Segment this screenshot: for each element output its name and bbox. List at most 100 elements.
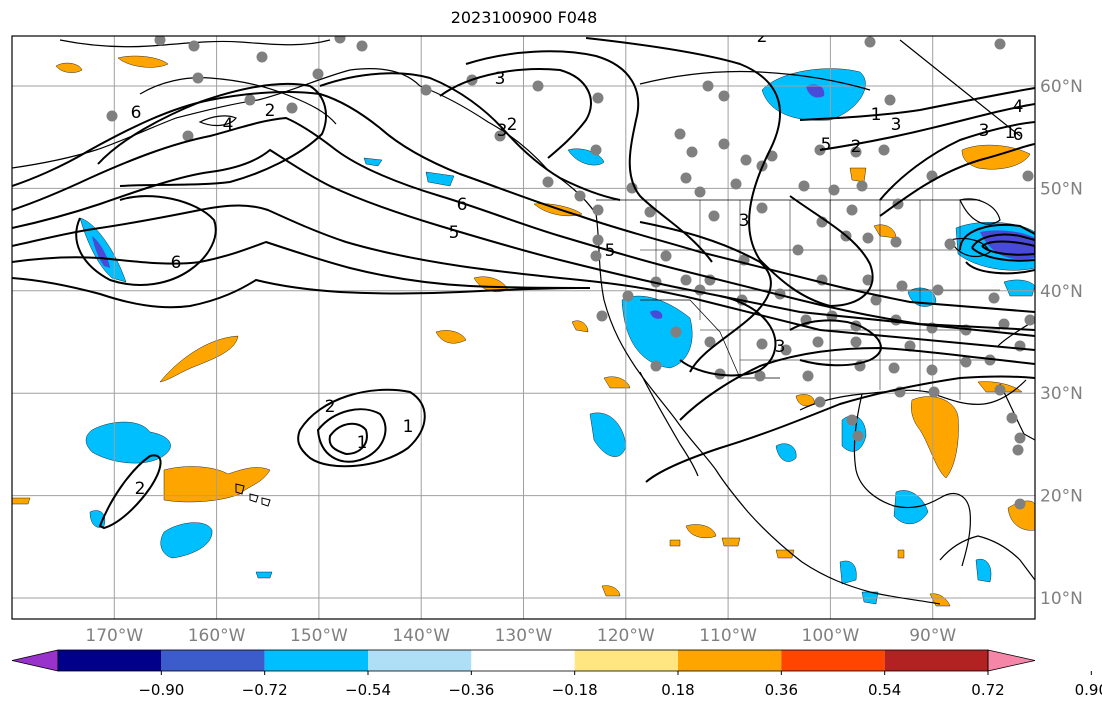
station-dot bbox=[650, 360, 662, 372]
negative-anomaly-area bbox=[621, 295, 693, 369]
positive-anomaly-area bbox=[435, 330, 467, 344]
station-dot bbox=[674, 128, 686, 140]
station-dot bbox=[286, 102, 298, 114]
colorbar-tick-label: −0.18 bbox=[552, 681, 598, 699]
station-dot bbox=[846, 204, 858, 216]
colorbar-segment bbox=[471, 650, 575, 671]
station-dot bbox=[622, 290, 634, 302]
positive-anomaly-area bbox=[571, 320, 589, 333]
negative-anomaly-area bbox=[975, 558, 992, 583]
contour-label: 3 bbox=[739, 211, 750, 231]
station-dot bbox=[356, 40, 368, 52]
station-dot bbox=[754, 370, 766, 382]
strong-negative-anomaly-area bbox=[980, 230, 1035, 260]
colorbar-tick-label: −0.36 bbox=[448, 681, 494, 699]
colorbar-tick-label: 0.90 bbox=[1075, 681, 1102, 699]
positive-anomaly-area bbox=[159, 335, 239, 383]
station-dot bbox=[188, 40, 200, 52]
station-dot bbox=[244, 94, 256, 106]
contour-label: 2 bbox=[507, 115, 518, 135]
negative-anomaly-area bbox=[839, 560, 857, 585]
contour-label: 4 bbox=[1013, 97, 1024, 117]
station-dot bbox=[592, 92, 604, 104]
longitude-label: 160°W bbox=[188, 626, 246, 646]
positive-anomaly-area bbox=[721, 537, 741, 547]
positive-anomaly-area bbox=[849, 167, 867, 183]
negative-anomaly-area bbox=[425, 171, 455, 187]
station-dot bbox=[862, 232, 874, 244]
station-dot bbox=[1024, 314, 1035, 326]
station-dot bbox=[890, 236, 902, 248]
station-dot bbox=[960, 356, 972, 368]
station-dot bbox=[926, 364, 938, 376]
contour-label: 3 bbox=[495, 69, 506, 89]
latitude-label: 20°N bbox=[1040, 487, 1083, 507]
station-dot bbox=[740, 154, 752, 166]
longitude-label: 170°W bbox=[85, 626, 143, 646]
positive-anomaly-area bbox=[603, 376, 631, 389]
latitude-label: 50°N bbox=[1040, 179, 1083, 199]
positive-anomaly-area bbox=[911, 396, 959, 479]
station-dot bbox=[686, 146, 698, 158]
contour-label: 2 bbox=[757, 27, 768, 47]
contour-label: 1 bbox=[403, 417, 414, 437]
longitude-label: 140°W bbox=[392, 626, 450, 646]
colorbar-low-arrow bbox=[11, 649, 59, 672]
contour-label: 3 bbox=[979, 121, 990, 141]
station-dot bbox=[988, 292, 1000, 304]
station-dot bbox=[812, 336, 824, 348]
longitude-label: 150°W bbox=[290, 626, 348, 646]
negative-anomaly-area bbox=[1003, 279, 1035, 297]
negative-anomaly-area bbox=[160, 522, 213, 559]
station-dot bbox=[888, 362, 900, 374]
station-dot bbox=[852, 430, 864, 442]
colorbar-segment bbox=[884, 650, 988, 671]
positive-anomaly-area bbox=[12, 497, 31, 505]
station-dot bbox=[154, 36, 166, 46]
station-dot bbox=[846, 414, 858, 426]
contour-label: 6 bbox=[171, 253, 182, 273]
station-dot bbox=[708, 210, 720, 222]
colorbar-segment bbox=[574, 650, 678, 671]
station-dot bbox=[904, 340, 916, 352]
positive-anomaly-area bbox=[601, 585, 621, 597]
contour-label: 1 bbox=[871, 105, 882, 125]
station-dot bbox=[182, 130, 194, 142]
colorbar-segment bbox=[678, 650, 782, 671]
station-dot bbox=[670, 326, 682, 338]
station-dot bbox=[312, 68, 324, 80]
longitude-label: 120°W bbox=[597, 626, 655, 646]
station-dot bbox=[856, 180, 868, 192]
station-dot bbox=[542, 176, 554, 188]
strong-negative-anomaly-area bbox=[92, 236, 110, 268]
station-dot bbox=[1012, 444, 1024, 456]
colorbar-segment bbox=[58, 650, 162, 671]
station-dot bbox=[870, 294, 882, 306]
negative-anomaly-area bbox=[255, 571, 273, 579]
positive-anomaly-area bbox=[117, 55, 169, 68]
station-dot bbox=[334, 36, 346, 44]
map-title: 2023100900 F048 bbox=[450, 8, 598, 27]
station-dot bbox=[660, 250, 672, 262]
station-dot bbox=[644, 206, 656, 218]
contour-label: 5 bbox=[449, 223, 460, 243]
colorbar-tick-label: 0.36 bbox=[765, 681, 798, 699]
station-dot bbox=[694, 186, 706, 198]
longitude-label: 130°W bbox=[495, 626, 553, 646]
colorbar-tick-label: −0.54 bbox=[345, 681, 391, 699]
contour-lines bbox=[12, 37, 1035, 530]
colorbar-tick-label: −0.72 bbox=[242, 681, 288, 699]
station-dot bbox=[862, 274, 874, 286]
positive-anomaly-area bbox=[795, 394, 815, 407]
contour-label: 2 bbox=[135, 479, 146, 499]
station-dot bbox=[896, 280, 908, 292]
strong-negative-anomaly-area bbox=[650, 310, 663, 319]
station-dot bbox=[680, 172, 692, 184]
strong-negative-anomaly-area bbox=[806, 84, 825, 98]
contour-label: 1 bbox=[357, 433, 368, 453]
station-dot bbox=[680, 274, 692, 286]
contour-label: 1 bbox=[1005, 123, 1016, 143]
station-dot bbox=[592, 204, 604, 216]
station-dot bbox=[814, 396, 826, 408]
